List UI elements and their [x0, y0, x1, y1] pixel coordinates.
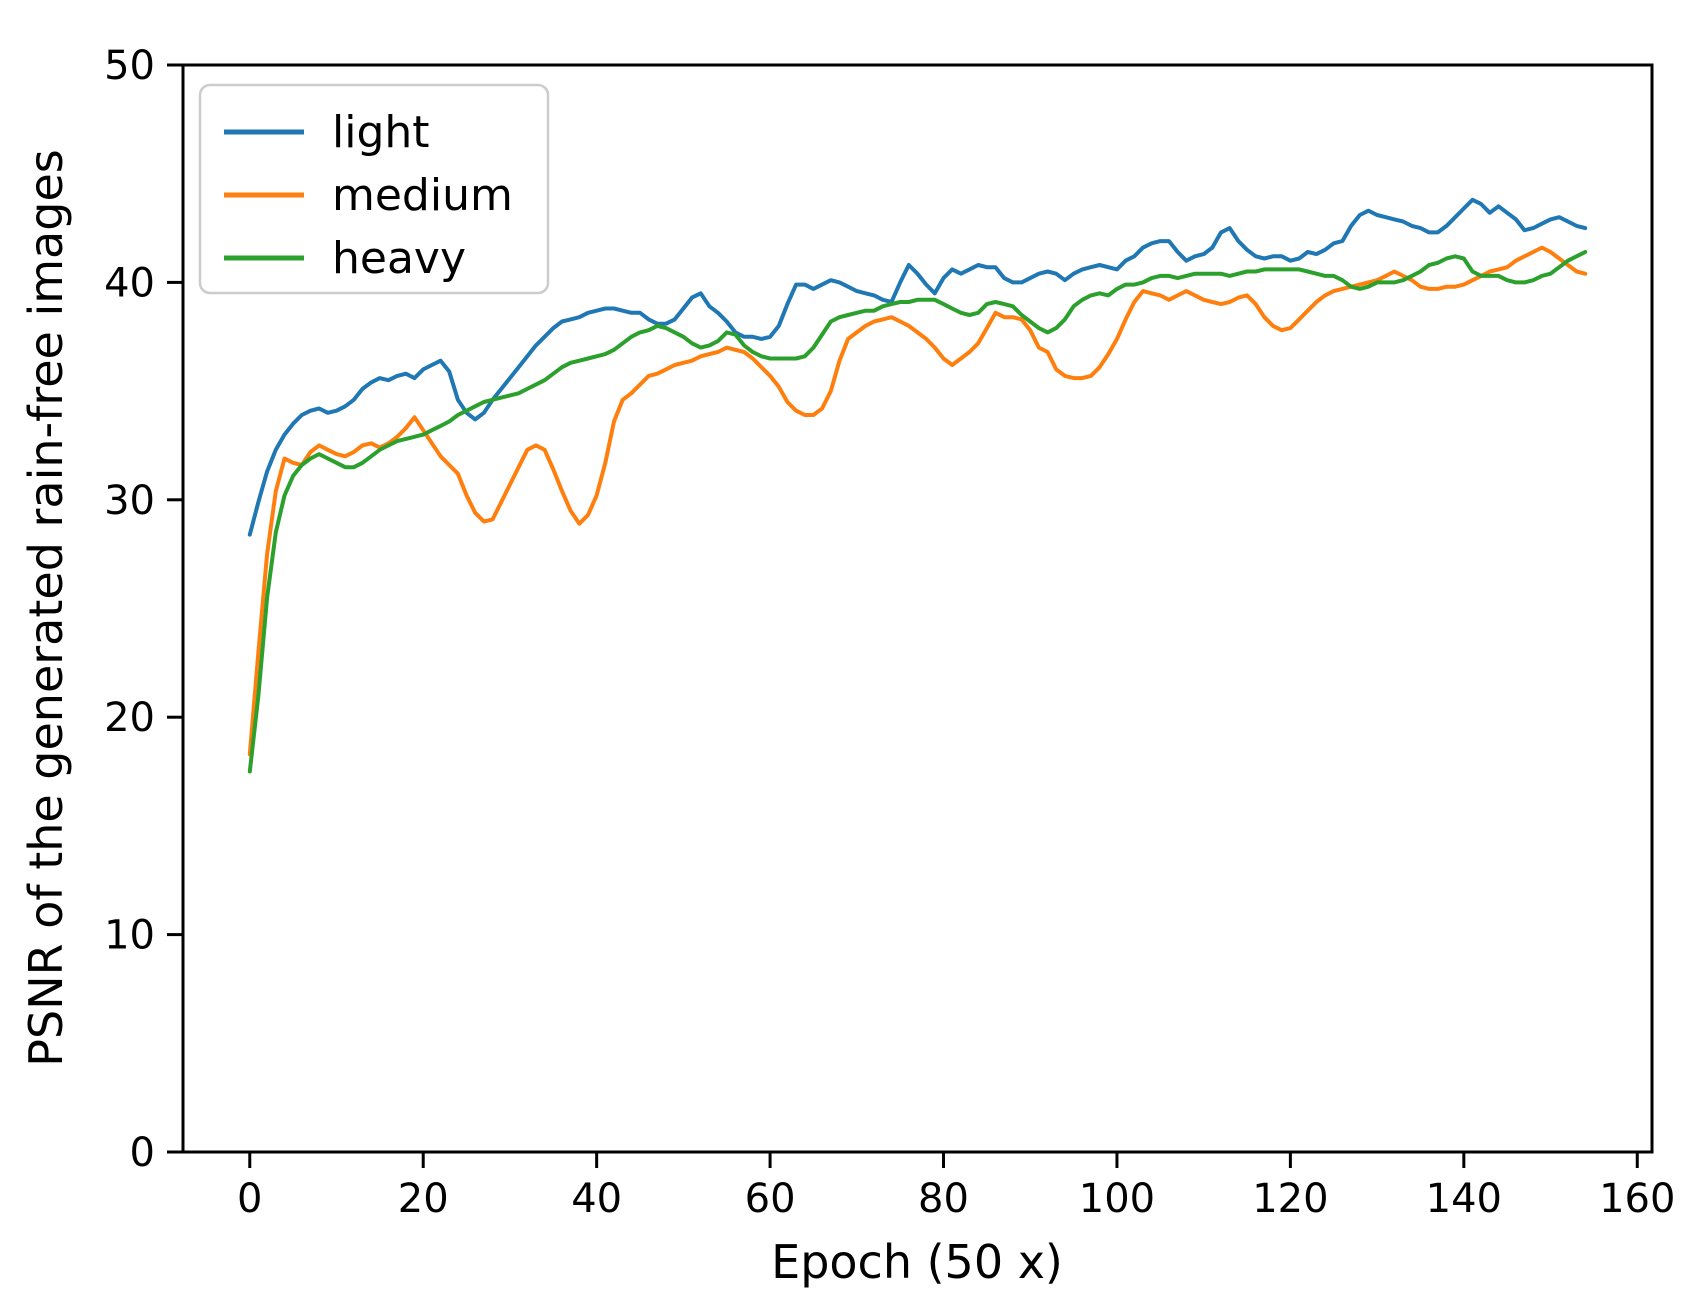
x-tick-label: 140: [1426, 1176, 1502, 1222]
y-tick-label: 50: [104, 43, 155, 89]
legend-label-light: light: [332, 107, 430, 158]
x-tick-label: 60: [745, 1176, 796, 1222]
legend-label-heavy: heavy: [332, 233, 466, 284]
x-tick-label: 80: [918, 1176, 969, 1222]
y-axis-label: PSNR of the generated rain-free images: [19, 149, 73, 1066]
x-tick-label: 120: [1252, 1176, 1328, 1222]
plot-area: [181, 63, 1654, 1154]
y-tick-label: 0: [130, 1130, 155, 1176]
x-axis-label: Epoch (50 x): [771, 1235, 1063, 1289]
series-line-heavy: [247, 250, 1588, 774]
y-tick-label: 20: [104, 695, 155, 741]
legend-label-medium: medium: [332, 170, 513, 221]
series-line-light: [247, 197, 1588, 537]
x-tick-label: 100: [1079, 1176, 1155, 1222]
x-tick-label: 40: [571, 1176, 622, 1222]
x-tick-label: 0: [237, 1176, 262, 1222]
y-tick-label: 10: [104, 913, 155, 959]
x-tick-label: 160: [1599, 1176, 1675, 1222]
x-tick-label: 20: [398, 1176, 449, 1222]
legend-box: [198, 83, 550, 295]
y-tick-label: 30: [104, 478, 155, 524]
series-line-medium: [247, 245, 1588, 757]
y-tick-label: 40: [104, 260, 155, 306]
